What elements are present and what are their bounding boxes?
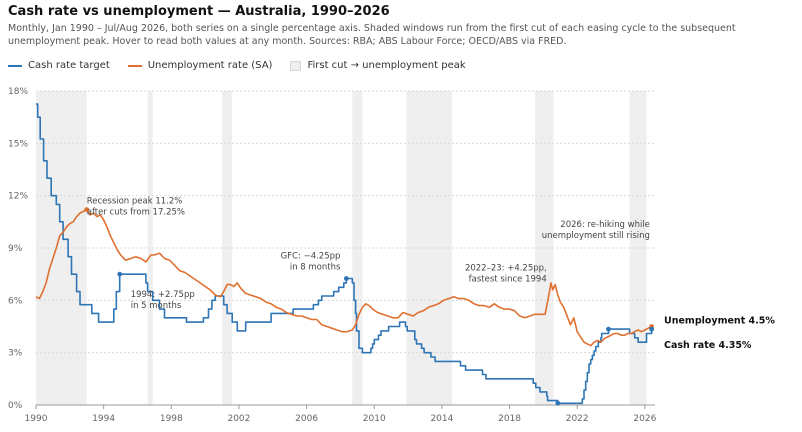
annotation-0-line-0: Recession peak 11.2% <box>87 197 183 207</box>
legend-item-window[interactable]: First cut → unemployment peak <box>290 60 466 71</box>
annotation-2-line-0: GFC: −4.25pp <box>281 251 341 261</box>
legend: Cash rate target Unemployment rate (SA) … <box>8 60 484 71</box>
annotation-1-line-1: in 5 months <box>131 301 182 311</box>
marker-recession-peak <box>84 207 90 213</box>
marker-2023-peak <box>606 326 611 332</box>
x-tick-label-2: 1998 <box>160 414 183 424</box>
x-tick-label-8: 2022 <box>566 414 589 424</box>
marker-1994-hike <box>117 271 123 277</box>
unemployment-line <box>35 208 652 347</box>
annotation-1-line-0: 1994: +2.75pp <box>131 290 195 300</box>
y-tick-label-6: 18% <box>8 87 28 97</box>
unemployment-swatch <box>127 64 142 67</box>
annotation-4: 2026: re-hiking while unemployment still … <box>542 220 650 241</box>
annotation-3-line-0: 2022–23: +4.25pp, <box>465 264 547 274</box>
cash-rate-line <box>36 103 653 405</box>
chart-title: Cash rate vs unemployment — Australia, 1… <box>8 4 390 19</box>
marker-gfc-peak <box>343 276 349 281</box>
y-tick-label-0: 0% <box>8 401 23 411</box>
x-tick-label-4: 2006 <box>295 414 318 424</box>
y-tick-label-1: 3% <box>8 349 23 359</box>
shaded-window-1 <box>147 91 153 405</box>
y-tick-label-2: 6% <box>8 296 23 306</box>
window-swatch <box>290 60 302 71</box>
x-tick-label-3: 2002 <box>227 414 250 424</box>
x-tick-label-9: 2026 <box>633 414 656 424</box>
legend-label-unemployment: Unemployment rate (SA) <box>147 60 273 71</box>
annotation-0: Recession peak 11.2% after cuts from 17.2… <box>87 197 185 218</box>
marker-cash-low <box>555 400 561 406</box>
legend-item-unemployment[interactable]: Unemployment rate (SA) <box>127 60 273 71</box>
x-tick-label-7: 2018 <box>498 414 521 424</box>
cash-rate-swatch <box>8 64 22 67</box>
annotation-0-line-1: after cuts from 17.25% <box>87 208 185 218</box>
x-tick-label-0: 1990 <box>25 414 48 424</box>
annotation-4-line-0: 2026: re-hiking while <box>560 220 650 230</box>
y-tick-label-5: 15% <box>8 139 28 149</box>
shaded-window-6 <box>629 91 647 405</box>
x-tick-label-5: 2010 <box>363 414 386 424</box>
x-tick-label-6: 2014 <box>430 414 453 424</box>
annotation-4-line-1: unemployment still rising <box>542 231 650 241</box>
annotation-3: 2022–23: +4.25pp, fastest since 1994 <box>465 264 547 285</box>
marker-cash-end <box>649 326 655 332</box>
annotation-2-line-1: in 8 months <box>290 262 341 272</box>
shaded-window-2 <box>222 91 233 405</box>
legend-label-cash-rate: Cash rate target <box>28 60 110 71</box>
annotation-1: 1994: +2.75pp in 5 months <box>131 290 195 311</box>
legend-item-cash-rate[interactable]: Cash rate target <box>8 60 110 71</box>
end-label-unemployment: Unemployment 4.5% <box>664 316 775 327</box>
chart-subtitle: Monthly, Jan 1990 – Jul/Aug 2026, both s… <box>8 23 736 47</box>
annotation-3-line-1: fastest since 1994 <box>469 275 547 285</box>
x-tick-label-1: 1994 <box>92 414 115 424</box>
end-label-cash-rate: Cash rate 4.35% <box>664 340 752 351</box>
legend-label-window: First cut → unemployment peak <box>307 60 466 71</box>
annotation-2: GFC: −4.25pp in 8 months <box>281 251 341 272</box>
y-tick-label-3: 9% <box>8 244 23 254</box>
y-tick-label-4: 12% <box>8 192 28 202</box>
